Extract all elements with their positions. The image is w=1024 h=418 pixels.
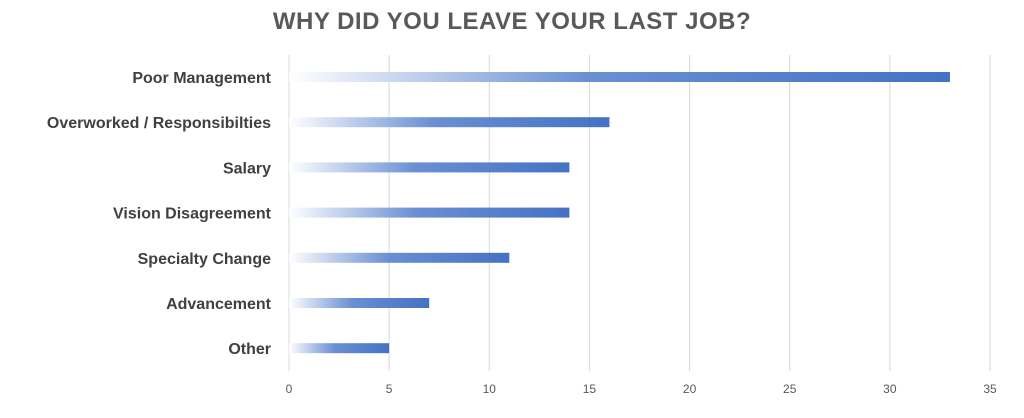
category-label: Vision Disagreement	[113, 206, 272, 223]
category-label: Specialty Change	[138, 251, 271, 268]
x-tick-label: 20	[683, 382, 697, 396]
category-label: Other	[228, 341, 271, 358]
x-tick-label: 5	[386, 382, 393, 396]
bar	[289, 252, 510, 263]
bar	[289, 72, 950, 82]
bars	[289, 72, 950, 354]
chart-title: WHY DID YOU LEAVE YOUR LAST JOB?	[272, 8, 752, 35]
x-tick-label: 25	[783, 382, 797, 396]
x-tick-label: 15	[583, 382, 597, 396]
bar	[289, 207, 570, 218]
category-label: Advancement	[166, 296, 272, 313]
category-label: Salary	[223, 160, 271, 177]
bar	[289, 343, 390, 354]
category-label: Poor Management	[132, 70, 271, 87]
category-label: Overworked / Responsibilties	[47, 115, 271, 132]
bar	[289, 298, 430, 308]
bar	[289, 117, 610, 128]
x-tick-label: 35	[983, 382, 997, 396]
x-tick-label: 30	[883, 382, 897, 396]
x-tick-label: 0	[286, 382, 293, 396]
x-tick-label: 10	[483, 382, 497, 396]
x-axis-ticks: 0 5 10 15 20 25 30 35	[286, 382, 997, 396]
bar	[289, 162, 570, 173]
category-labels: Poor Management Overworked / Responsibilt…	[47, 70, 272, 358]
